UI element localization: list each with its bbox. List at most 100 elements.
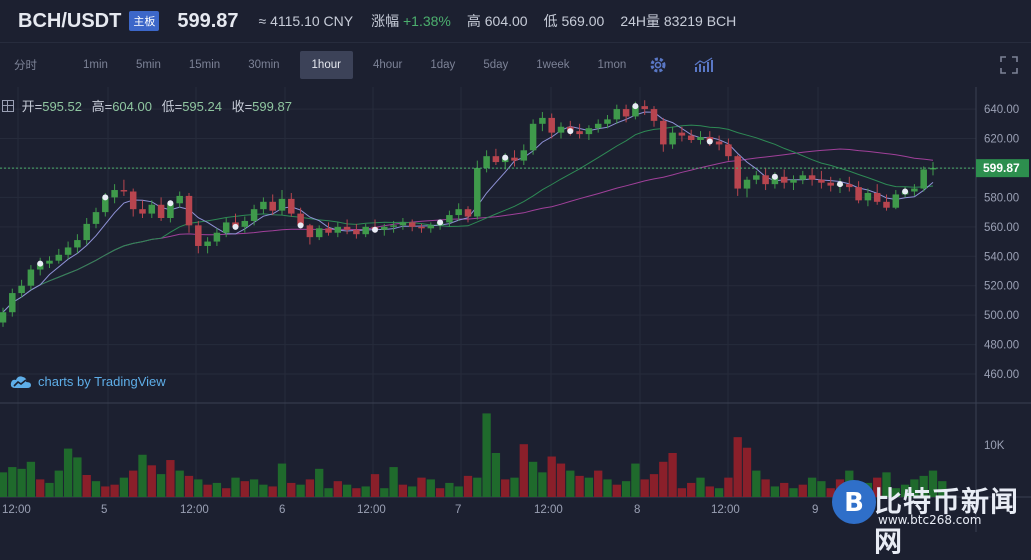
signal-dot <box>837 181 843 188</box>
volume-bar <box>826 488 835 497</box>
signal-dot <box>372 226 378 233</box>
signal-dot <box>632 103 639 110</box>
candle-body <box>743 179 751 189</box>
volume-bar <box>445 482 454 497</box>
x-tick-label: 8 <box>634 504 641 516</box>
tf-4hour[interactable]: 4hour <box>372 59 403 71</box>
volume-bar <box>807 477 817 497</box>
volume-bar <box>473 477 482 497</box>
volume-bar <box>259 484 268 497</box>
volume-bar <box>129 470 138 497</box>
y-tick-label: 520.00 <box>984 281 1019 293</box>
watermark-url: www.btc268.com <box>878 513 982 527</box>
tf-1day[interactable]: 1day <box>430 59 456 71</box>
gear-icon[interactable] <box>649 56 667 79</box>
candle-body <box>715 141 723 145</box>
y-tick-label: 460.00 <box>984 369 1019 381</box>
tf-1min[interactable]: 1min <box>83 59 108 71</box>
candle-body <box>548 117 555 133</box>
candle-body <box>474 167 481 217</box>
tf-5day[interactable]: 5day <box>483 59 509 71</box>
candle-body <box>911 188 918 192</box>
candle-body <box>529 123 537 151</box>
volume-bar <box>882 472 891 497</box>
candle-body <box>604 119 611 124</box>
signal-dot <box>102 194 109 201</box>
volume-bar <box>389 467 398 497</box>
candle-body <box>557 126 565 133</box>
fullscreen-icon[interactable] <box>1000 56 1018 79</box>
pair-name[interactable]: BCH/USDT <box>18 9 122 32</box>
candle-body <box>669 132 676 145</box>
high-value: 604.00 <box>112 99 152 114</box>
candle-body <box>120 190 128 192</box>
volume-bar <box>584 477 594 497</box>
candle-body <box>427 225 435 229</box>
open-value: 595.52 <box>42 99 82 114</box>
volume-bar <box>73 457 82 497</box>
volume-bar <box>36 479 45 497</box>
candle-body <box>176 195 183 204</box>
tf-5min[interactable]: 5min <box>135 59 161 71</box>
candle-body <box>734 156 741 189</box>
tf-1week[interactable]: 1week <box>536 59 570 71</box>
volume-bar <box>212 482 222 497</box>
volume-bar <box>780 482 789 497</box>
volume-bar <box>119 477 129 497</box>
candle-body <box>157 204 165 219</box>
volume-bar <box>798 484 807 497</box>
candle-body <box>697 137 704 140</box>
close-value: 599.87 <box>252 99 292 114</box>
candle-body <box>520 150 528 161</box>
volume-bar <box>91 481 101 497</box>
svg-text:B: B <box>844 488 864 518</box>
volume-bar <box>370 474 380 497</box>
candle-body <box>0 312 7 323</box>
timeframe-bar: 分时 1min 5min 15min 30min 1hour 4hour 1da… <box>0 43 1031 87</box>
volume-bar <box>482 413 491 497</box>
crosshair-icon[interactable] <box>2 100 14 112</box>
candle-body <box>464 209 472 217</box>
volume-bar <box>631 463 640 497</box>
candlestick-chart[interactable]: 460.00 480.00 500.00 520.00 540.00 560.00 580.… <box>0 87 1031 532</box>
volume-bar <box>249 479 259 497</box>
tf-1mon[interactable]: 1mon <box>597 59 627 71</box>
candle-body <box>864 192 872 201</box>
volume-bar <box>714 488 724 497</box>
watermark-logo: B <box>832 480 876 524</box>
volume-bar <box>705 486 714 497</box>
volume-bar <box>538 472 547 497</box>
tf-1hour[interactable]: 1hour <box>299 51 353 79</box>
candle-body <box>325 228 332 233</box>
candle-body <box>343 226 351 230</box>
low-value: 595.24 <box>182 99 222 114</box>
volume-bar <box>677 488 687 497</box>
tf-fenshi[interactable]: 分时 <box>14 60 37 72</box>
cny-price: ≈ 4115.10 CNY <box>258 13 354 29</box>
candle-body <box>818 179 825 183</box>
tf-15min[interactable]: 15min <box>188 59 221 71</box>
low-label: 低 <box>543 13 558 29</box>
volume-label: 24H量 <box>620 13 660 29</box>
candle-body <box>762 175 769 185</box>
x-tick-label: 9 <box>812 504 819 516</box>
tf-30min[interactable]: 30min <box>248 59 280 71</box>
volume-bar <box>696 477 705 497</box>
candle-body <box>46 260 53 264</box>
candle-body <box>167 203 174 219</box>
volume-bar <box>528 461 538 497</box>
candle-body <box>613 109 621 120</box>
volume-bar <box>63 448 73 497</box>
bar-chart-icon[interactable] <box>694 57 714 78</box>
candle-body <box>27 269 35 286</box>
volume-bar <box>687 482 696 497</box>
candle-body <box>511 157 518 161</box>
volume-bar <box>510 477 519 497</box>
candle-body <box>632 106 639 117</box>
candle-body <box>808 175 816 180</box>
volume-bar <box>175 470 184 497</box>
volume-bar <box>203 484 212 497</box>
volume-bar <box>501 479 510 497</box>
tradingview-branding[interactable]: charts by TradingView <box>10 374 166 389</box>
candle-body <box>222 222 230 233</box>
